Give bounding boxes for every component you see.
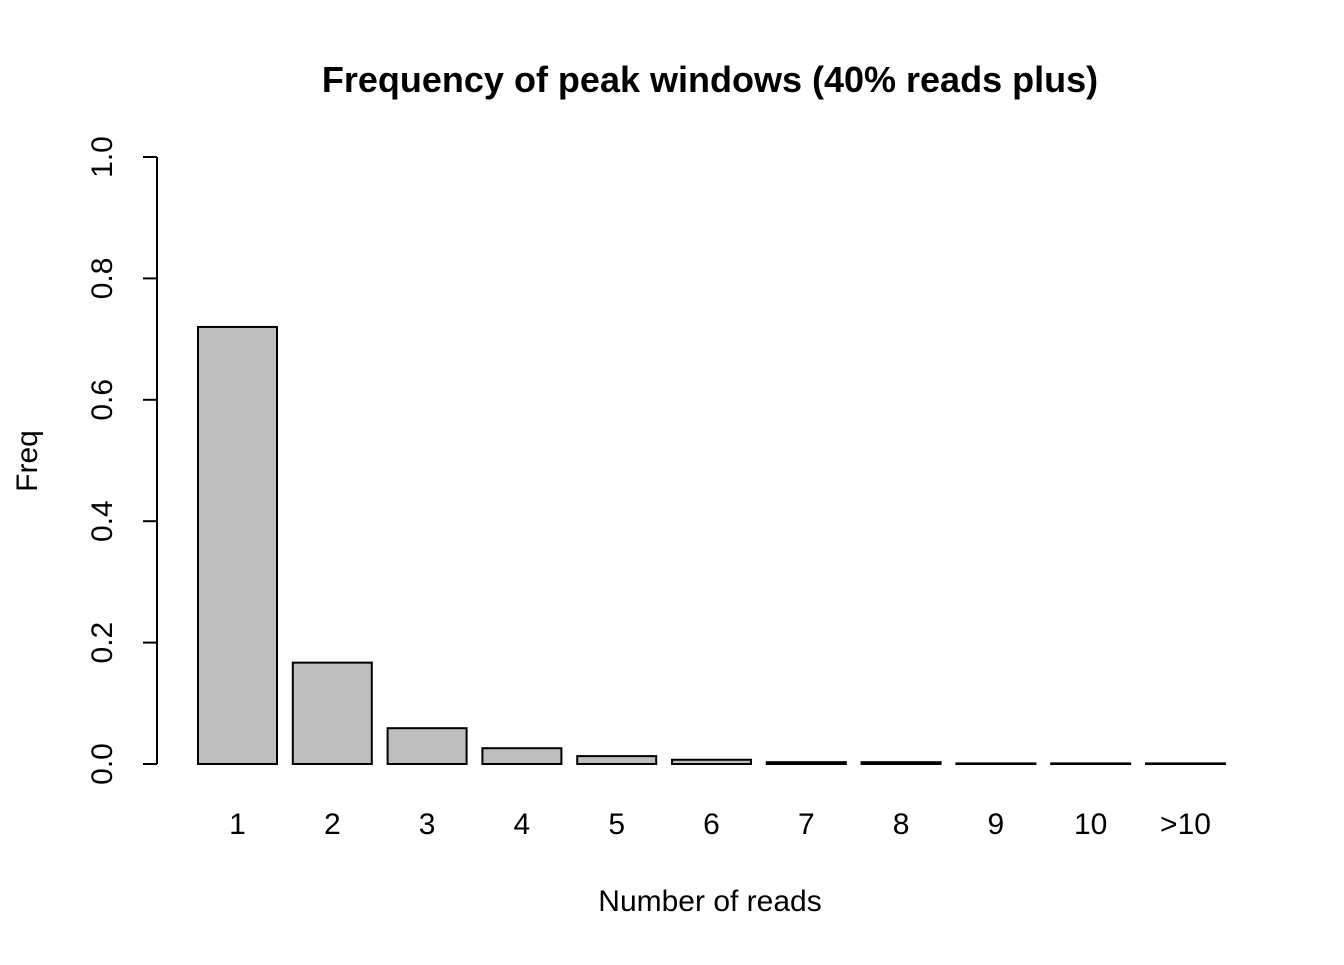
y-tick-label: 1.0 (86, 136, 119, 178)
bar-4 (481, 747, 563, 766)
x-tick-label: 9 (988, 808, 1005, 841)
x-tick-labels: 1 2 3 4 5 6 7 8 9 10 >10 (229, 808, 1211, 841)
chart-title: Frequency of peak windows (40% reads plu… (322, 59, 1098, 100)
y-axis: 0.0 0.2 0.4 0.6 0.8 1.0 (86, 136, 158, 785)
x-tick-label: 6 (703, 808, 720, 841)
bar-1 (197, 325, 278, 765)
bar-10 (1050, 762, 1132, 766)
x-tick-label: 5 (608, 808, 625, 841)
y-tick-label: 0.0 (86, 743, 119, 785)
bars (197, 325, 1226, 766)
bar-5 (576, 755, 658, 766)
x-tick-label: 1 (229, 808, 246, 841)
bar-2 (291, 661, 373, 765)
y-tick-label: 0.4 (86, 500, 119, 542)
x-tick-label: 2 (324, 808, 341, 841)
bar-7 (765, 761, 847, 766)
bar-3 (386, 727, 468, 766)
bar-9 (955, 762, 1037, 766)
x-tick-label: 3 (419, 808, 436, 841)
bar-gt10 (1145, 762, 1226, 766)
x-tick-label: 10 (1074, 808, 1107, 841)
y-tick-label: 0.2 (86, 622, 119, 664)
x-axis-label: Number of reads (598, 885, 821, 918)
y-axis-label: Freq (11, 430, 44, 492)
x-tick-label: 4 (514, 808, 531, 841)
x-tick-label: 8 (893, 808, 910, 841)
x-tick-label: >10 (1160, 808, 1211, 841)
y-tick-label: 0.8 (86, 258, 119, 300)
y-tick-label: 0.6 (86, 379, 119, 421)
x-tick-label: 7 (798, 808, 815, 841)
bar-8 (860, 761, 942, 766)
bar-6 (671, 758, 752, 765)
